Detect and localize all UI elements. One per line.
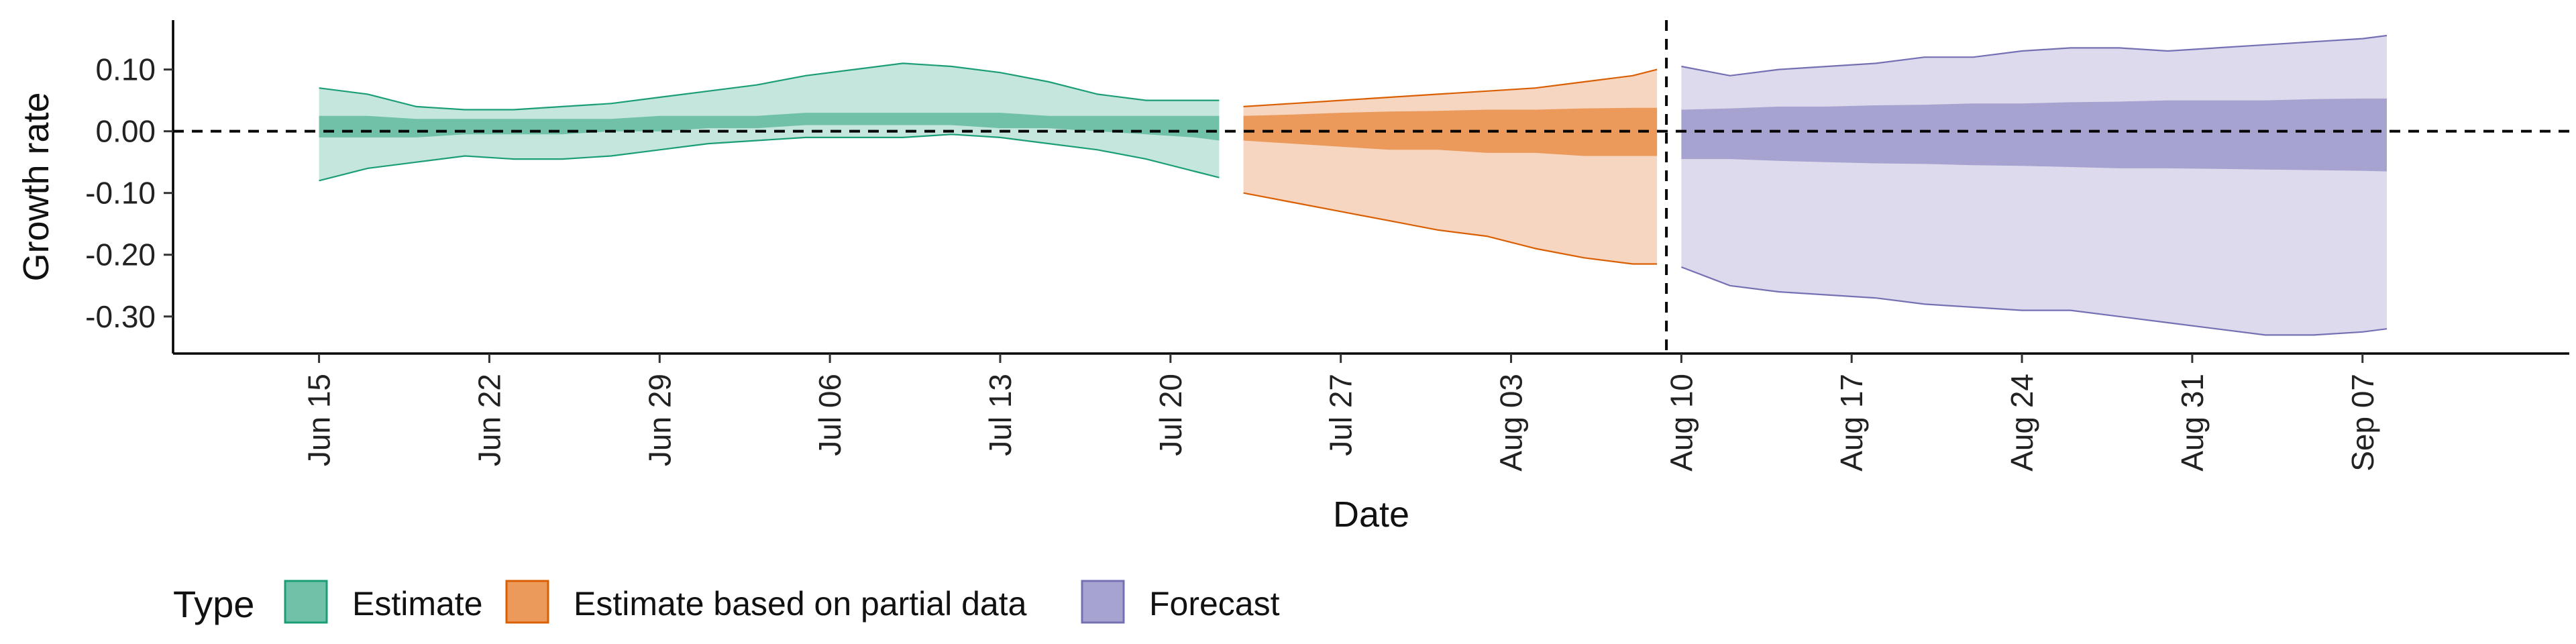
x-tick-label: Aug 31 xyxy=(2175,374,2210,472)
ribbon-layer xyxy=(319,34,2387,336)
x-tick-label: Aug 03 xyxy=(1494,374,1529,472)
axes: 0.10 0.00 -0.10 -0.20 -0.30 Jun 15 Jun 22 Jun 2… xyxy=(85,20,2569,472)
ribbon-90-upper-edge-0 xyxy=(319,62,1220,111)
legend-swatch xyxy=(284,580,328,624)
ribbon-90-1 xyxy=(1243,69,1658,264)
ribbon-90-2 xyxy=(1681,36,2387,335)
legend: Type Estimate Estimate based on partial d… xyxy=(173,580,1280,625)
y-tick-label: 0.00 xyxy=(95,114,156,149)
ribbon-50-1 xyxy=(1243,107,1658,156)
ribbon-90-lower-edge-2 xyxy=(1681,266,2387,336)
x-tick-label: Jul 06 xyxy=(812,374,847,456)
x-tick-label: Jun 29 xyxy=(642,374,677,466)
ribbon-90-upper-edge-2 xyxy=(1681,34,2387,76)
ribbon-90-lower-edge-0 xyxy=(319,133,1220,182)
x-tick-label: Jun 15 xyxy=(302,374,337,466)
x-axis-title: Date xyxy=(1333,494,1409,535)
legend-item-label: Forecast xyxy=(1149,585,1280,623)
ribbon-90-lower-edge-1 xyxy=(1243,192,1658,265)
legend-swatch xyxy=(1081,580,1125,624)
ribbon-90-upper-edge-1 xyxy=(1243,68,1658,107)
legend-item-label: Estimate xyxy=(352,585,483,623)
x-tick-label: Aug 17 xyxy=(1834,374,1869,472)
x-tick-label: Aug 10 xyxy=(1664,374,1699,472)
legend-title: Type xyxy=(173,583,254,625)
reference-lines xyxy=(173,20,2569,354)
y-tick-label: -0.20 xyxy=(85,237,156,272)
y-tick-label: -0.10 xyxy=(85,176,156,211)
x-tick-label: Jun 22 xyxy=(472,374,506,466)
y-tick-label: -0.30 xyxy=(85,299,156,334)
y-axis-title: Growth rate xyxy=(16,92,56,281)
ribbon-50-2 xyxy=(1681,98,2387,172)
x-tick-label: Sep 07 xyxy=(2345,374,2380,472)
x-tick-label: Jul 13 xyxy=(983,374,1018,456)
x-tick-label: Aug 24 xyxy=(2004,374,2039,472)
x-tick-label: Jul 20 xyxy=(1153,374,1188,456)
y-tick-label: 0.10 xyxy=(95,52,156,87)
legend-item-label: Estimate based on partial data xyxy=(574,585,1027,623)
x-tick-label: Jul 27 xyxy=(1324,374,1358,456)
ribbon-50-0 xyxy=(319,113,1220,141)
legend-swatch xyxy=(505,580,549,624)
